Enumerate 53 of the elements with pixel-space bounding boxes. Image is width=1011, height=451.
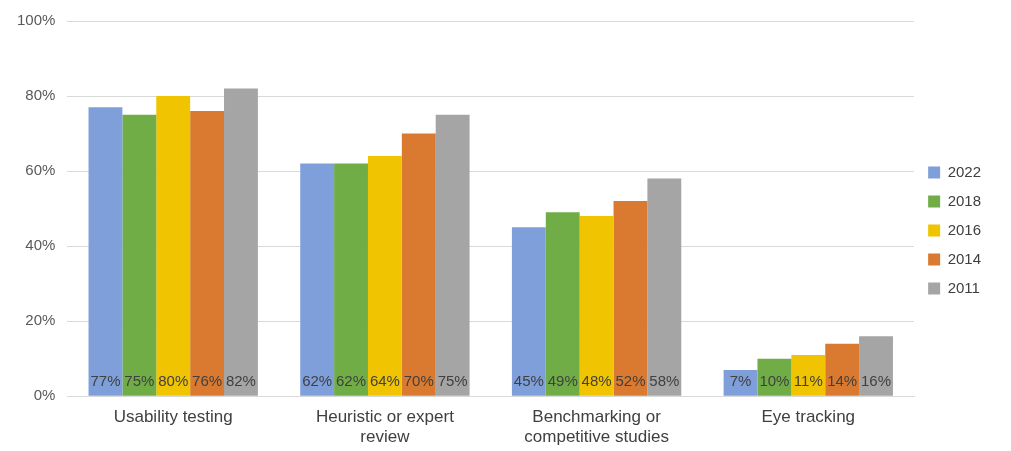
data-label: 62%: [336, 372, 367, 390]
legend-label: 2014: [947, 249, 982, 267]
bar: [88, 107, 123, 396]
data-label: 64%: [369, 372, 400, 390]
x-tick-label: Usability testing: [113, 407, 233, 427]
bar: [300, 163, 335, 396]
bar: [579, 216, 614, 396]
data-label: 49%: [547, 372, 578, 390]
legend-label: 2011: [947, 278, 980, 296]
legend-label: 2022: [947, 162, 982, 180]
bar: [156, 96, 191, 396]
data-label: 77%: [90, 372, 121, 390]
data-label: 75%: [124, 372, 155, 390]
data-label: 75%: [437, 372, 468, 390]
bar: [859, 336, 893, 396]
data-label: 7%: [729, 372, 752, 390]
data-label: 82%: [225, 372, 256, 390]
bar: [825, 343, 860, 396]
bar: [791, 354, 826, 396]
data-label: 14%: [827, 372, 858, 390]
data-label: 45%: [513, 372, 544, 390]
x-tick-label: Heuristic or expert review: [315, 407, 455, 447]
y-tick-label: 20%: [25, 311, 56, 329]
x-tick-label: Benchmarking or competitive studies: [524, 407, 669, 447]
y-tick-label: 60%: [25, 161, 56, 179]
bar: [511, 227, 546, 396]
bar: [647, 178, 682, 396]
legend-label: 2018: [947, 191, 982, 209]
data-label: 48%: [581, 372, 612, 390]
bar: [334, 163, 368, 396]
y-tick-label: 80%: [25, 86, 56, 104]
data-label: 58%: [649, 372, 680, 390]
data-label: 52%: [615, 372, 646, 390]
x-tick-label: Eye tracking: [761, 407, 856, 427]
y-tick-label: 100%: [16, 11, 56, 29]
bar: [224, 88, 258, 396]
bar: [613, 201, 648, 396]
data-label: 11%: [793, 372, 823, 390]
bar: [122, 114, 157, 396]
data-label: 80%: [158, 372, 189, 390]
bar: [401, 133, 436, 396]
data-label: 10%: [759, 372, 790, 390]
y-tick-label: 0%: [33, 386, 56, 404]
data-label: 76%: [192, 372, 223, 390]
bar: [367, 156, 402, 396]
y-tick-label: 40%: [25, 236, 56, 254]
bar: [545, 212, 580, 396]
data-label: 16%: [861, 372, 892, 390]
bar: [435, 114, 470, 396]
legend-label: 2016: [947, 220, 982, 238]
data-label: 70%: [403, 372, 434, 390]
data-label: 62%: [302, 372, 333, 390]
bar: [190, 111, 225, 396]
